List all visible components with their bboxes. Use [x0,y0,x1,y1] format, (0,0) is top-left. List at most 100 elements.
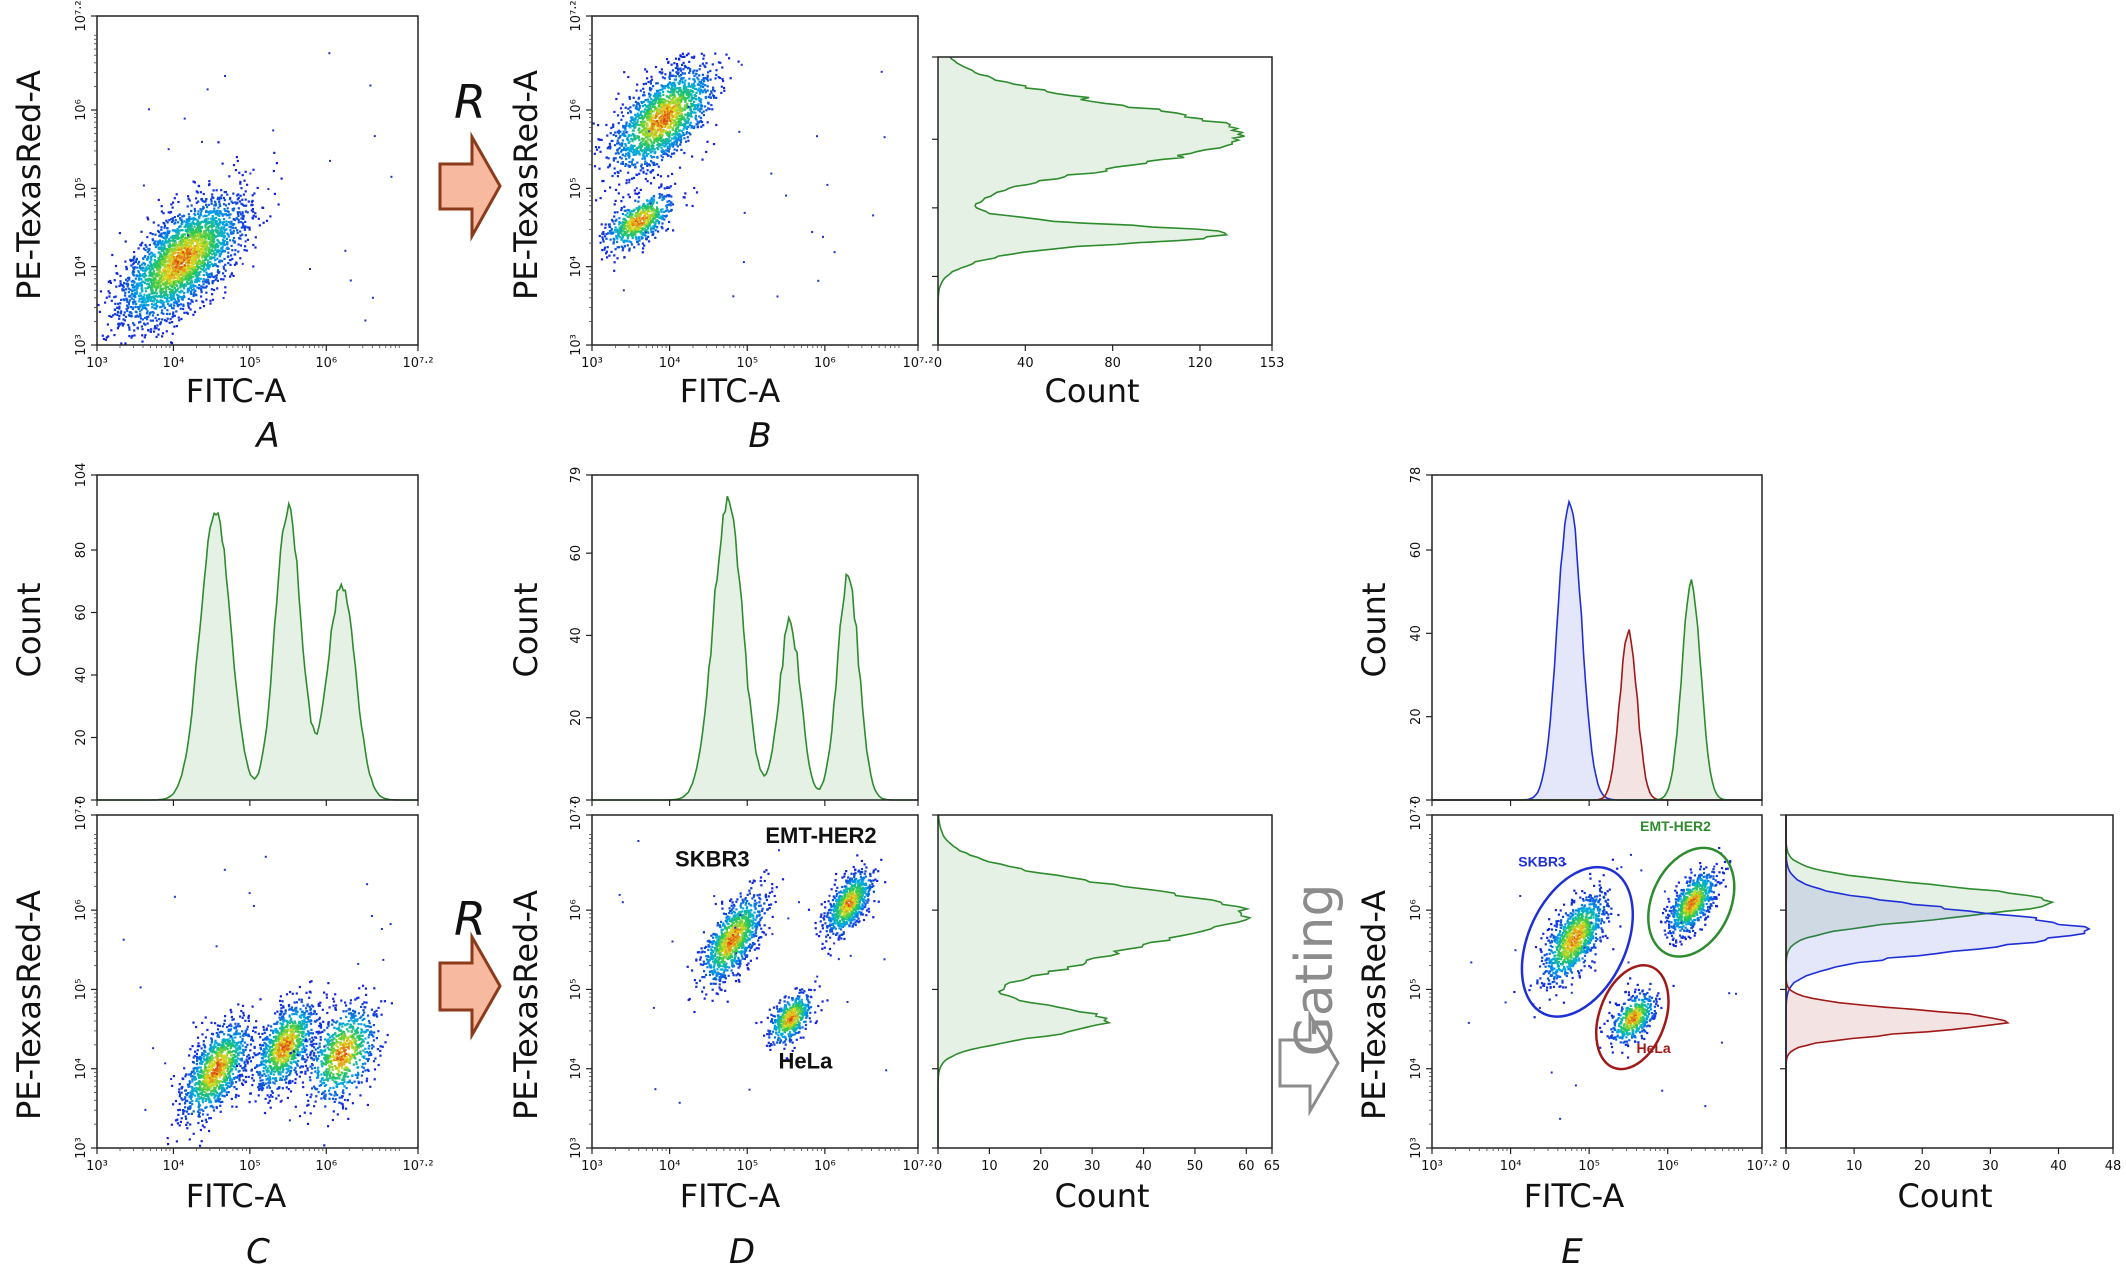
event-dot [628,153,630,155]
event-dot [626,179,628,181]
event-dot [160,229,162,231]
event-dot [622,115,624,117]
event-dot [594,153,596,155]
event-dot [151,296,153,298]
event-dot [636,162,638,164]
event-dot [632,117,634,119]
event-dot [613,111,615,113]
event-dot [202,259,204,261]
event-dot [679,118,681,120]
event-dot [644,121,646,123]
event-dot [595,199,597,201]
event-dot [140,243,142,245]
event-dot [126,268,128,270]
event-dot [183,274,185,276]
event-dot [138,321,140,323]
event-dot [698,97,700,99]
event-dot [654,139,656,141]
event-dot [190,299,192,301]
event-dot [139,275,141,277]
event-dot [640,165,642,167]
event-dot [623,131,625,133]
event-dot [695,115,697,117]
event-dot [179,243,181,245]
event-dot [628,125,630,127]
event-dot [137,327,139,329]
event-dot [128,335,130,337]
event-dot [210,258,212,260]
event-dot [711,108,713,110]
event-dot [183,295,185,297]
event-dot [201,264,203,266]
panel-a-ytick-label: 10⁷·² [74,0,89,31]
event-dot [674,120,676,122]
event-dot [242,204,244,206]
event-dot [682,68,684,70]
event-dot [253,215,255,217]
event-dot [163,222,165,224]
event-dot [141,325,143,327]
event-dot [227,207,229,209]
event-dot [119,275,121,277]
event-dot [643,138,645,140]
event-dot [598,168,600,170]
event-dot [118,318,120,320]
event-dot [140,298,142,300]
event-dot [715,69,717,71]
event-dot [258,218,260,220]
event-dot [197,267,199,269]
panel-a-xtick-label: 10⁶ [315,356,337,371]
event-dot [135,303,137,305]
event-dot [600,197,602,199]
event-dot [150,252,152,254]
event-dot [701,53,703,55]
event-dot [184,250,186,252]
event-dot [119,232,121,234]
event-dot [129,311,131,313]
event-dot [631,178,633,180]
event-dot [158,248,160,250]
panel-d-count-label-2: Count [1054,1177,1149,1215]
event-dot [231,258,233,260]
event-dot [671,75,673,77]
event-dot [117,327,119,329]
event-dot [660,185,662,187]
event-dot [654,152,656,154]
event-dot [629,220,631,222]
event-dot [208,180,210,182]
event-dot [649,128,651,130]
event-dot [647,99,649,101]
event-dot [163,302,165,304]
event-dot [721,78,723,80]
event-dot [172,240,174,242]
event-dot [192,218,194,220]
event-dot [149,232,151,234]
event-dot [236,229,238,231]
event-dot [649,87,651,89]
event-dot [224,199,226,201]
event-dot [180,285,182,287]
event-dot [701,105,703,107]
event-dot [120,299,122,301]
event-dot [687,119,689,121]
event-dot [640,113,642,115]
event-dot [165,274,167,276]
event-dot [191,236,193,238]
event-dot [678,98,680,100]
event-dot [661,68,663,70]
event-dot [700,126,702,128]
event-dot [147,251,149,253]
event-dot [228,203,230,205]
event-dot [168,219,170,221]
event-dot [234,253,236,255]
event-dot [344,250,346,252]
event-dot [222,221,224,223]
panel-a-xtick-label: 10⁵ [239,356,261,371]
event-dot [140,282,142,284]
event-dot [634,189,636,191]
event-dot [673,138,675,140]
event-dot [629,248,631,250]
event-dot [617,93,619,95]
event-dot [636,135,638,137]
event-dot [169,283,171,285]
